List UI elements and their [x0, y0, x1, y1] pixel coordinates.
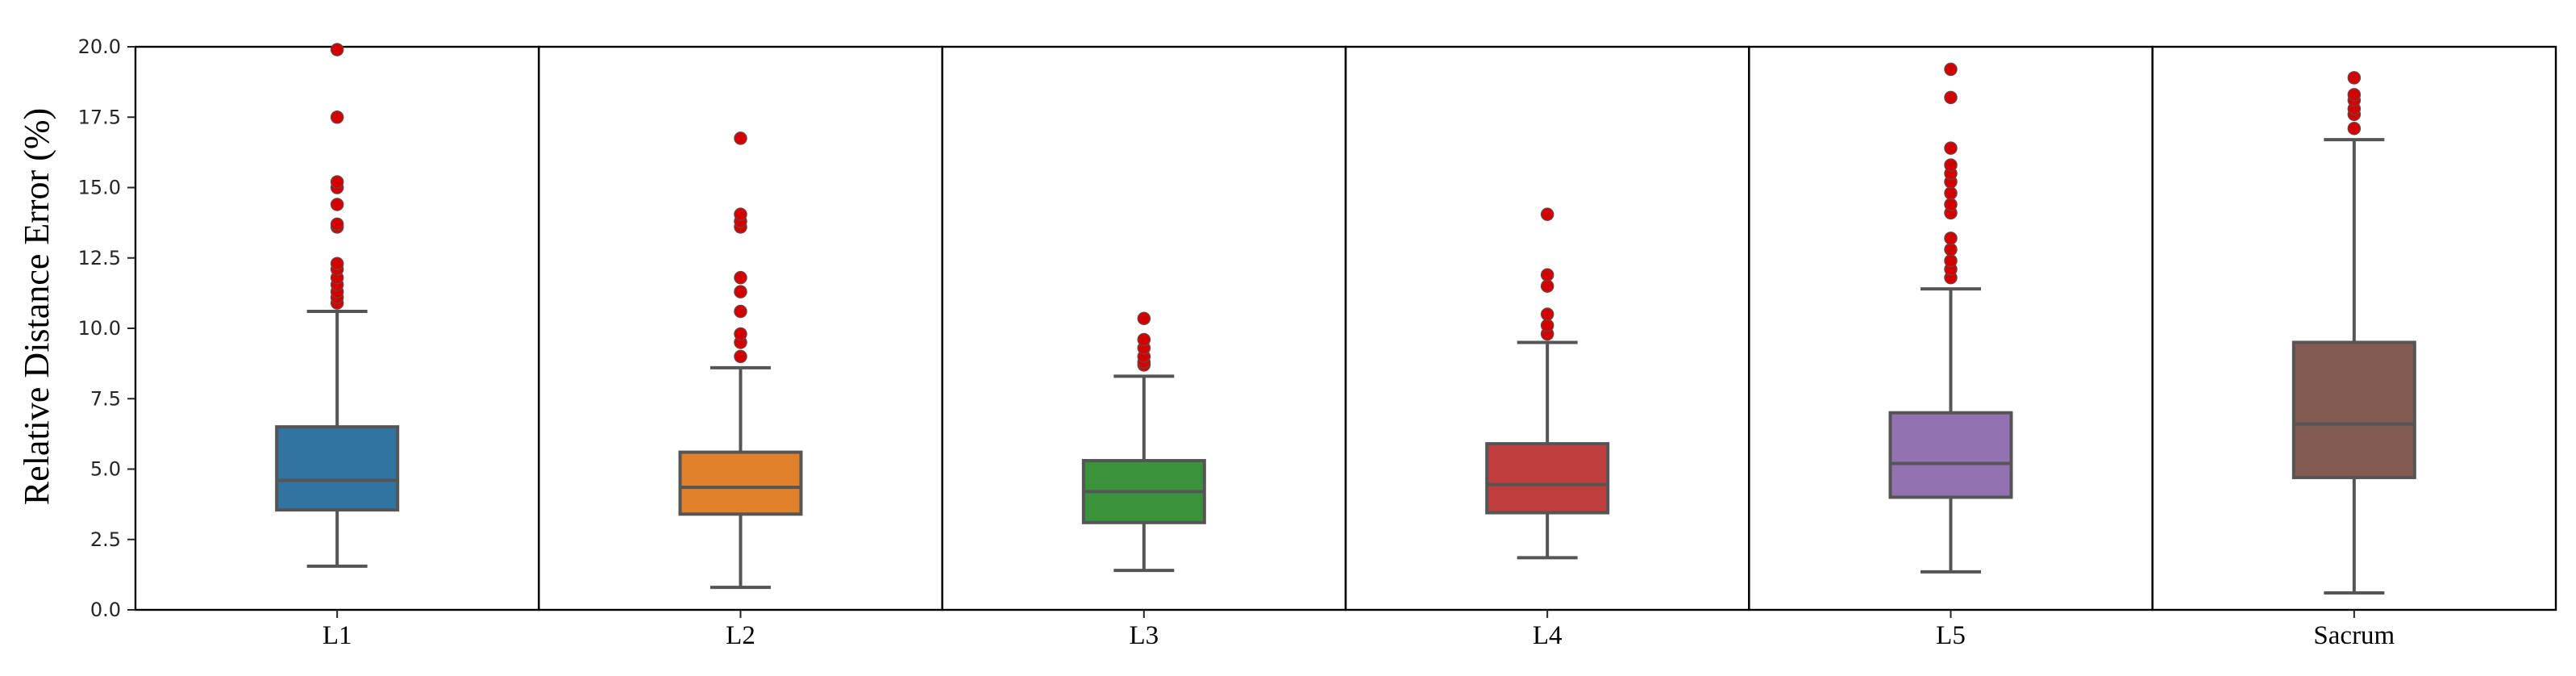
box-l5	[1888, 62, 2013, 574]
outlier-point	[1540, 319, 1554, 332]
box-l2	[678, 131, 803, 590]
y-tick-label: 2.5	[90, 528, 121, 551]
outlier-point	[1137, 332, 1151, 347]
y-axis: 0.0 2.5 5.0 7.5 10.0 12.5 15.0 17.5 20.0	[78, 35, 135, 621]
x-tick-label-l1: L1	[323, 621, 352, 650]
y-tick-label: 15.0	[78, 177, 121, 199]
outlier-point	[1944, 158, 1958, 172]
outlier-point	[1944, 243, 1958, 257]
box-l3	[1081, 311, 1206, 573]
x-tick-label-l4: L4	[1533, 621, 1563, 650]
outlier-point	[330, 111, 344, 124]
outlier-point	[2347, 71, 2362, 85]
outlier-point	[734, 270, 747, 285]
outlier-point	[1540, 207, 1554, 221]
outlier-point	[734, 285, 747, 298]
iqr-box	[1888, 411, 2013, 499]
y-tick-label: 20.0	[78, 35, 121, 58]
x-tick-label-l3: L3	[1129, 621, 1159, 650]
x-tick-label-l2: L2	[726, 621, 755, 650]
outlier-point	[330, 217, 344, 232]
box-l1	[275, 43, 400, 568]
outlier-point	[1944, 186, 1958, 200]
y-axis-label: Relative Distance Error (%)	[17, 108, 56, 505]
outlier-point	[2347, 88, 2362, 102]
outlier-point	[1540, 307, 1554, 321]
outlier-point	[1944, 90, 1958, 105]
y-tick-label: 5.0	[90, 458, 121, 481]
outlier-point	[734, 304, 747, 319]
box-sacrum	[2291, 71, 2416, 595]
outlier-point	[734, 131, 747, 145]
outlier-point	[330, 175, 344, 189]
box-series	[275, 43, 2416, 595]
outlier-point	[330, 257, 344, 270]
box-l4	[1485, 207, 1610, 560]
outlier-point	[1944, 198, 1958, 211]
outlier-point	[1944, 232, 1958, 245]
outlier-point	[1944, 62, 1958, 77]
outlier-point	[330, 43, 344, 56]
outlier-point	[1540, 268, 1554, 282]
iqr-box	[678, 450, 803, 516]
y-tick-label: 10.0	[78, 317, 121, 340]
outlier-point	[734, 207, 747, 221]
y-tick-label: 7.5	[90, 387, 121, 410]
outlier-point	[1137, 311, 1151, 326]
outlier-point	[1944, 253, 1958, 268]
y-tick-label: 17.5	[78, 106, 121, 128]
x-axis: L1 L2 L3 L4 L5 Sacrum	[323, 610, 2395, 650]
outlier-point	[734, 349, 747, 364]
outlier-point	[330, 198, 344, 211]
iqr-box	[275, 425, 400, 512]
x-tick-label-l5: L5	[1936, 621, 1966, 650]
y-tick-label: 12.5	[78, 247, 121, 269]
outlier-point	[2347, 121, 2362, 136]
x-tick-label-sacrum: Sacrum	[2313, 621, 2395, 650]
plot-panels	[134, 45, 2557, 611]
iqr-box	[2291, 340, 2416, 479]
outlier-point	[1540, 279, 1554, 293]
iqr-box	[1485, 442, 1610, 515]
y-tick-label: 0.0	[90, 599, 121, 621]
outlier-point	[734, 327, 747, 341]
outlier-point	[1944, 141, 1958, 155]
